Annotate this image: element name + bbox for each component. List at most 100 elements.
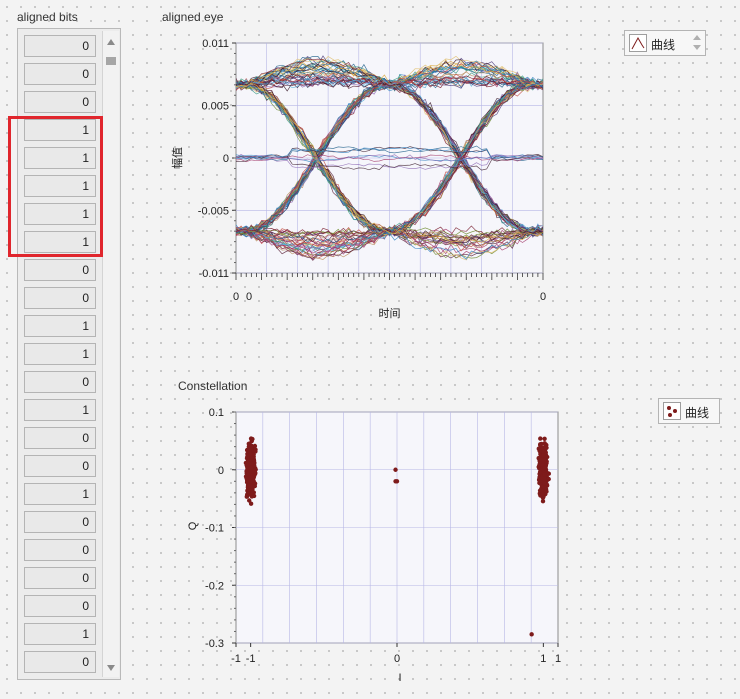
eye-y-tick-label: -0.005 — [198, 205, 229, 217]
constellation-point — [529, 632, 534, 637]
constellation-point — [538, 487, 544, 493]
bit-cell[interactable]: 1 — [24, 231, 96, 253]
constellation-point — [250, 484, 255, 489]
const-y-tick-label: 0 — [218, 465, 224, 477]
scroll-up-icon[interactable] — [107, 39, 115, 45]
constellation-point — [538, 442, 543, 447]
bit-cell[interactable]: 0 — [24, 567, 96, 589]
legend-spinner[interactable] — [692, 33, 702, 53]
bit-cell[interactable]: 0 — [24, 455, 96, 477]
constellation-point — [248, 475, 253, 481]
bit-cell[interactable]: 0 — [24, 287, 96, 309]
bit-cell[interactable]: 1 — [24, 147, 96, 169]
bit-cell[interactable]: 1 — [24, 483, 96, 505]
constellation-point — [540, 499, 546, 504]
eye-trace — [236, 82, 543, 243]
constellation-point — [244, 494, 249, 499]
eye-legend[interactable]: 曲线 — [624, 30, 706, 56]
constellation-point — [542, 436, 547, 441]
bit-cell[interactable]: 0 — [24, 63, 96, 85]
constellation-point — [246, 461, 252, 467]
const-x-axis-title: I — [398, 672, 401, 684]
constellation-point — [540, 449, 546, 454]
eye-y-tick-label: 0.011 — [202, 38, 229, 50]
eye-trace — [236, 78, 543, 236]
constellation-point — [542, 465, 547, 470]
constellation-point — [393, 467, 398, 472]
eye-trace — [236, 63, 543, 235]
bit-cell[interactable]: 0 — [24, 427, 96, 449]
eye-trace — [236, 78, 543, 233]
constellation-legend[interactable]: 曲线 — [658, 398, 720, 424]
bits-scrollbar[interactable] — [102, 31, 119, 677]
eye-trace — [236, 61, 543, 89]
bit-cell[interactable]: 0 — [24, 539, 96, 561]
eye-y-tick-label: 0.005 — [201, 101, 229, 113]
eye-title: aligned eye — [162, 10, 224, 24]
constellation-point — [249, 438, 254, 444]
bit-cell[interactable]: 1 — [24, 343, 96, 365]
eye-y-tick-label: 0 — [223, 153, 229, 165]
eye-trace — [236, 147, 543, 160]
bit-cell[interactable]: 1 — [24, 175, 96, 197]
eye-trace — [236, 154, 543, 170]
aligned-bits-array[interactable]: 0 0 0 1 1 1 1 1 0 0 1 1 0 1 0 0 1 0 0 0 0 1 0 — [17, 28, 121, 680]
spin-up-icon[interactable] — [693, 35, 701, 40]
constellation-point — [252, 468, 257, 474]
constellation-point — [248, 452, 253, 457]
constellation-point — [540, 491, 545, 496]
constellation-legend-label: 曲线 — [685, 406, 710, 420]
const-y-tick-label: -0.1 — [205, 523, 224, 535]
constellation-point — [248, 465, 254, 471]
scroll-down-icon[interactable] — [107, 665, 115, 671]
spin-down-icon[interactable] — [693, 45, 701, 50]
bit-cell[interactable]: 0 — [24, 35, 96, 57]
const-x-tick-label: -1 — [246, 653, 256, 665]
line-plot-icon — [629, 34, 647, 52]
eye-traces — [236, 55, 543, 261]
eye-trace — [236, 75, 543, 234]
eye-trace — [236, 154, 543, 163]
constellation-point — [539, 475, 545, 481]
const-x-tick-label: 0 — [394, 653, 400, 665]
bit-cell[interactable]: 1 — [24, 119, 96, 141]
eye-trace — [236, 155, 543, 171]
eye-x-axis-title: 时间 — [379, 307, 401, 320]
constellation-point — [248, 446, 253, 451]
eye-x-tick-label: 0 — [540, 291, 546, 303]
bit-cell[interactable]: 0 — [24, 511, 96, 533]
bit-cell[interactable]: 0 — [24, 651, 96, 673]
constellation-point — [542, 472, 547, 477]
constellation-point — [250, 490, 255, 495]
bit-cell[interactable]: 1 — [24, 399, 96, 421]
scroll-thumb[interactable] — [106, 57, 116, 65]
bit-cell[interactable]: 0 — [24, 91, 96, 113]
bit-cell[interactable]: 0 — [24, 259, 96, 281]
const-y-tick-label: -0.2 — [205, 580, 224, 592]
constellation-point — [538, 457, 544, 462]
constellation-point — [249, 469, 254, 474]
constellation-point — [248, 501, 254, 506]
const-y-axis-title: Q — [187, 521, 199, 530]
bit-cell[interactable]: 1 — [24, 623, 96, 645]
scatter-plot-icon — [663, 402, 681, 420]
eye-trace — [236, 82, 543, 237]
constellation-point — [245, 454, 250, 459]
eye-trace — [236, 153, 543, 162]
bit-cell[interactable]: 0 — [24, 371, 96, 393]
constellation-point — [542, 441, 547, 446]
aligned-bits-label: aligned bits — [17, 10, 78, 24]
bit-cell[interactable]: 1 — [24, 203, 96, 225]
const-x-tick-label: 1 — [555, 653, 561, 665]
constellation-point — [247, 483, 252, 489]
const-y-tick-label: -0.3 — [205, 638, 224, 650]
bit-cell[interactable]: 0 — [24, 595, 96, 617]
eye-trace — [236, 60, 543, 233]
constellation-point — [542, 481, 547, 486]
eye-y-tick-label: -0.011 — [199, 268, 229, 280]
eye-legend-label: 曲线 — [651, 38, 676, 52]
constellation-point — [394, 479, 400, 484]
eye-y-axis-title: 幅值 — [171, 147, 184, 169]
bit-cell[interactable]: 1 — [24, 315, 96, 337]
